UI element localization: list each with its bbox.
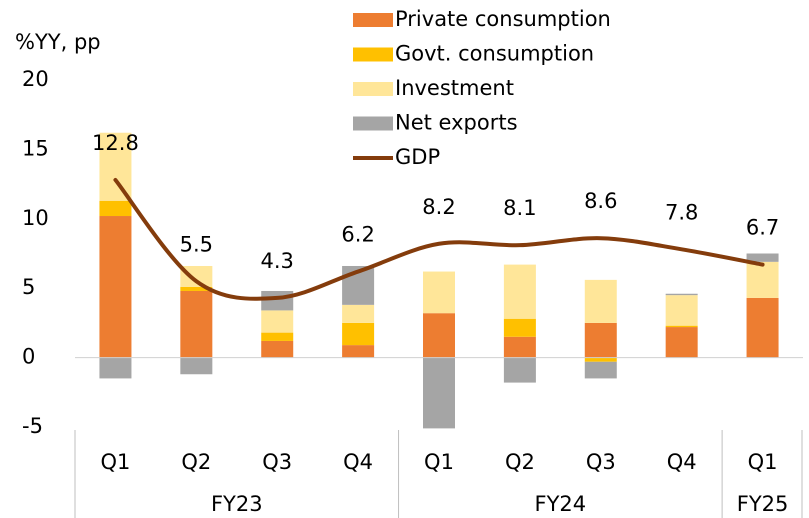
line bbox=[113, 177, 765, 301]
legend-swatch bbox=[353, 82, 393, 96]
data-label: 6.2 bbox=[341, 223, 374, 247]
bar-segment bbox=[261, 340, 294, 358]
x-tick-label: Q2 bbox=[181, 450, 211, 474]
x-tick-label: Q1 bbox=[424, 450, 454, 474]
bar-segment bbox=[261, 290, 294, 311]
bar-segment bbox=[423, 357, 455, 429]
bar-segment bbox=[584, 357, 617, 362]
group-label: FY25 bbox=[737, 492, 789, 516]
bar-segment bbox=[746, 261, 779, 298]
bar-segment bbox=[584, 322, 617, 358]
bar-segment bbox=[261, 332, 294, 341]
data-label: 8.6 bbox=[584, 189, 617, 213]
bar-segment bbox=[99, 200, 132, 217]
y-tick-label: 15 bbox=[22, 136, 49, 160]
x-tick-label: Q1 bbox=[100, 450, 130, 474]
bar-segment bbox=[180, 265, 213, 287]
bar-segment bbox=[584, 279, 617, 323]
x-tick-label: Q1 bbox=[748, 450, 778, 474]
y-tick-label: 20 bbox=[22, 67, 49, 91]
bar-segment bbox=[342, 322, 375, 346]
bar-segment bbox=[180, 290, 213, 358]
data-label: 8.1 bbox=[503, 196, 536, 220]
x-tick-label: Q3 bbox=[586, 450, 616, 474]
group-label: FY23 bbox=[211, 492, 263, 516]
x-tick-label: Q4 bbox=[343, 450, 373, 474]
data-label: 6.7 bbox=[746, 216, 779, 240]
data-label: 12.8 bbox=[92, 131, 139, 155]
bar-segment bbox=[746, 297, 779, 358]
bar-segment bbox=[746, 253, 779, 262]
y-tick-label: 0 bbox=[22, 345, 35, 369]
bar-segment bbox=[503, 357, 536, 383]
bar-segment bbox=[261, 310, 294, 333]
legend-swatch bbox=[353, 116, 393, 131]
bar-segment bbox=[665, 295, 698, 326]
x-tick-label: Q2 bbox=[505, 450, 535, 474]
legend-label: Net exports bbox=[395, 111, 518, 135]
legend-label: Govt. consumption bbox=[395, 42, 594, 66]
y-tick-label: 10 bbox=[22, 206, 49, 230]
legend-label: Private consumption bbox=[395, 7, 611, 31]
bar-segment bbox=[584, 361, 617, 379]
legend-swatch bbox=[353, 13, 393, 27]
bar-segment bbox=[99, 132, 132, 201]
bar-segment bbox=[503, 264, 536, 319]
group-label: FY24 bbox=[535, 492, 587, 516]
bar-segment bbox=[423, 271, 455, 314]
legend-label: Investment bbox=[395, 76, 514, 100]
legend-swatch bbox=[353, 47, 393, 62]
data-label: 7.8 bbox=[665, 200, 698, 224]
bar-segment bbox=[342, 345, 375, 358]
data-label: 8.2 bbox=[422, 195, 455, 219]
y-tick-label: -5 bbox=[22, 414, 43, 438]
x-tick-label: Q4 bbox=[667, 450, 697, 474]
bar-segment bbox=[99, 216, 132, 358]
bar-segment bbox=[99, 357, 132, 379]
legend-label: GDP bbox=[395, 145, 440, 169]
bar-segment bbox=[665, 325, 698, 328]
bar-segment bbox=[423, 313, 455, 358]
y-axis-label: %YY, pp bbox=[15, 30, 101, 54]
bar-segment bbox=[665, 293, 698, 296]
bar-segment bbox=[503, 318, 536, 337]
bar-segment bbox=[180, 357, 213, 375]
x-tick-label: Q3 bbox=[262, 450, 292, 474]
data-label: 4.3 bbox=[261, 249, 294, 273]
y-tick-label: 5 bbox=[22, 275, 35, 299]
bar-segment bbox=[342, 304, 375, 323]
bar-segment bbox=[180, 286, 213, 291]
bar-segment bbox=[665, 327, 698, 358]
data-label: 5.5 bbox=[180, 232, 213, 256]
bar-segment bbox=[503, 336, 536, 358]
